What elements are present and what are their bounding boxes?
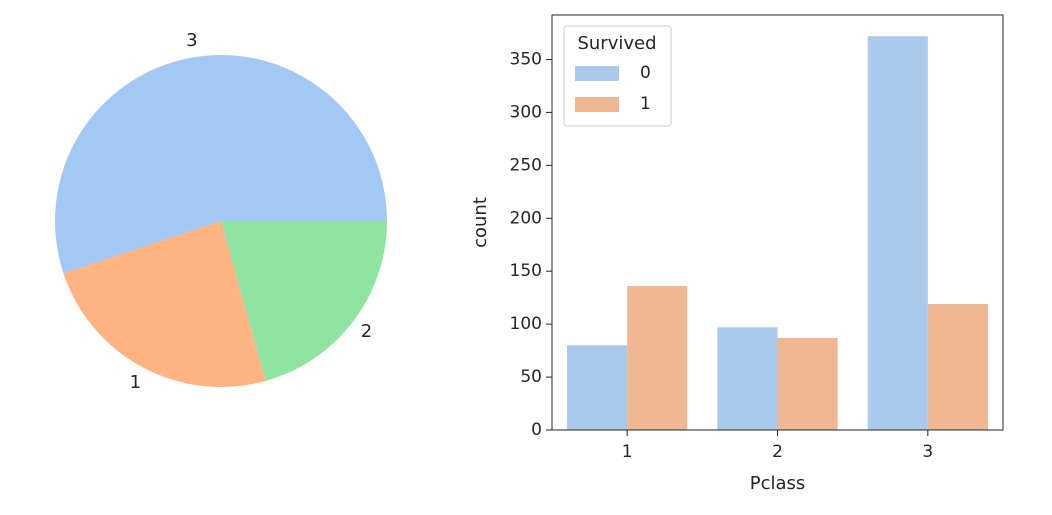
y-tick-label: 50 bbox=[520, 367, 542, 387]
legend-swatch-1 bbox=[575, 97, 619, 112]
legend: Survived 0 1 bbox=[563, 25, 672, 127]
bar-pclass-3-survived-0 bbox=[867, 36, 928, 431]
y-axis-label: count bbox=[470, 197, 491, 248]
y-tick-label: 150 bbox=[510, 261, 542, 281]
y-tick-label: 300 bbox=[510, 102, 542, 122]
x-tick-label: 1 bbox=[622, 442, 633, 462]
bar-pclass-1-survived-0 bbox=[567, 345, 628, 430]
x-axis-label: Pclass bbox=[750, 473, 806, 494]
bars-layer bbox=[567, 36, 988, 431]
pie-label-1: 1 bbox=[130, 372, 141, 393]
bar-pclass-3-survived-1 bbox=[927, 304, 988, 430]
y-tick-label: 0 bbox=[531, 420, 542, 440]
bar-pclass-2-survived-1 bbox=[777, 337, 838, 430]
bar-pclass-1-survived-1 bbox=[627, 286, 688, 430]
legend-swatch-0 bbox=[575, 66, 619, 81]
bar-pclass-2-survived-0 bbox=[717, 327, 778, 430]
plot-frame bbox=[551, 14, 1004, 431]
bar-chart: 0 50 100 150 200 250 300 350 1 2 3 Pclass count S… bbox=[470, 14, 1004, 494]
x-tick-label: 3 bbox=[922, 442, 933, 462]
y-tick-label: 200 bbox=[510, 208, 542, 228]
y-tick-label: 250 bbox=[510, 155, 542, 175]
legend-label-0: 0 bbox=[640, 63, 651, 83]
y-axis: 0 50 100 150 200 250 300 350 bbox=[510, 49, 552, 440]
y-tick-label: 100 bbox=[510, 314, 542, 334]
x-axis: 1 2 3 bbox=[622, 430, 933, 462]
pie-slice-1 bbox=[63, 221, 266, 387]
legend-title: Survived bbox=[577, 33, 656, 54]
pie-slice-2 bbox=[221, 221, 387, 381]
x-tick-label: 2 bbox=[772, 442, 783, 462]
y-tick-label: 350 bbox=[510, 49, 542, 69]
pie-slice-3 bbox=[54, 55, 387, 274]
legend-label-1: 1 bbox=[640, 94, 651, 114]
pie-chart: 3 1 2 bbox=[54, 30, 387, 393]
pie-label-2: 2 bbox=[361, 321, 372, 342]
pie-label-3: 3 bbox=[186, 30, 197, 51]
